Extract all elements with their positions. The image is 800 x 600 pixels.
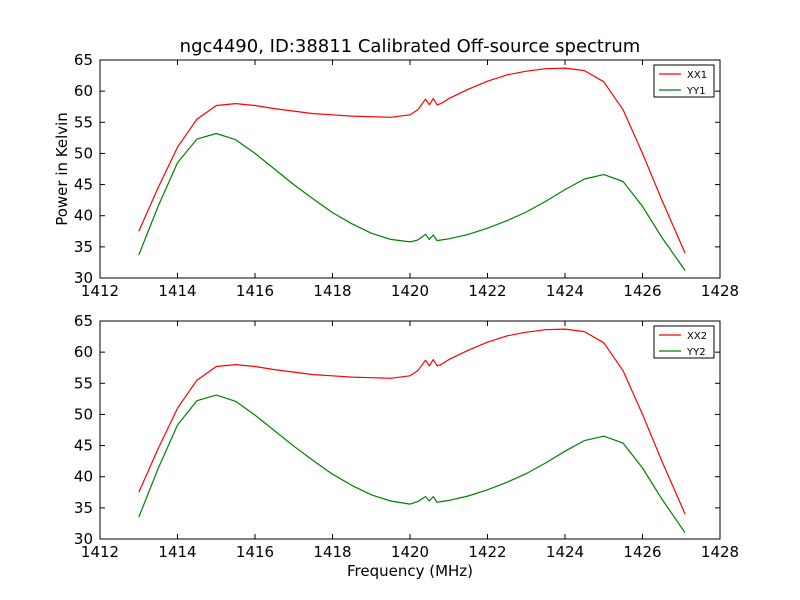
series-line-yy2 <box>138 394 686 534</box>
y-tick-label: 60 <box>74 82 93 100</box>
top-panel: 1412 1414 1416 1418 1420 1422 1424 1426 1428 30 35… <box>74 51 739 300</box>
y-tick-label: 50 <box>74 405 93 423</box>
x-tick-label: 1418 <box>313 543 351 561</box>
y-tick-label: 35 <box>74 499 93 517</box>
figure-title: ngc4490, ID:38811 Calibrated Off-source … <box>180 36 641 57</box>
x-tick-label: 1414 <box>158 543 196 561</box>
legend-box <box>653 64 715 98</box>
x-tick-label: 1416 <box>236 543 274 561</box>
x-tick-label: 1426 <box>623 282 661 300</box>
x-tick-label: 1424 <box>546 543 584 561</box>
x-tick-label: 1414 <box>158 282 196 300</box>
y-tick-label: 65 <box>74 312 93 330</box>
y-tick-label: 40 <box>74 207 93 225</box>
legend-box <box>653 325 715 359</box>
x-tick-label: 1426 <box>623 543 661 561</box>
legend-label: YY2 <box>686 347 706 358</box>
y-tick-label: 60 <box>74 343 93 361</box>
x-tick-label: 1416 <box>236 282 274 300</box>
y-tick-label: 65 <box>74 51 93 69</box>
x-tick-label: 1412 <box>81 543 119 561</box>
y-tick-label: 40 <box>74 468 93 486</box>
y-tick-label: 45 <box>74 176 93 194</box>
y-tick-label: 30 <box>74 530 93 548</box>
y-tick-label: 55 <box>74 374 93 392</box>
plot-frame <box>99 320 721 540</box>
bottom-panel: 1412 1414 1416 1418 1420 1422 1424 1426 1428 30 35… <box>74 312 739 561</box>
y-tick-label: 55 <box>74 113 93 131</box>
legend-label: XX1 <box>687 70 707 81</box>
y-tick-label: 50 <box>74 144 93 162</box>
x-axis-label: Frequency (MHz) <box>347 562 473 580</box>
y-axis-label: Power in Kelvin <box>53 112 71 226</box>
legend-label: YY1 <box>686 86 706 97</box>
x-tick-label: 1422 <box>468 282 506 300</box>
plot-frame <box>99 59 721 279</box>
series-line-xx1 <box>138 67 686 254</box>
legend-label: XX2 <box>687 331 707 342</box>
x-tick-label: 1422 <box>468 543 506 561</box>
x-tick-label: 1420 <box>391 282 429 300</box>
series-line-xx2 <box>138 328 686 515</box>
y-tick-label: 35 <box>74 238 93 256</box>
x-tick-label: 1412 <box>81 282 119 300</box>
x-tick-label: 1418 <box>313 282 351 300</box>
x-tick-label: 1428 <box>701 282 739 300</box>
series-line-yy1 <box>138 132 686 271</box>
y-tick-label: 30 <box>74 269 93 287</box>
x-tick-label: 1424 <box>546 282 584 300</box>
x-tick-label: 1420 <box>391 543 429 561</box>
x-tick-label: 1428 <box>701 543 739 561</box>
y-tick-label: 45 <box>74 437 93 455</box>
